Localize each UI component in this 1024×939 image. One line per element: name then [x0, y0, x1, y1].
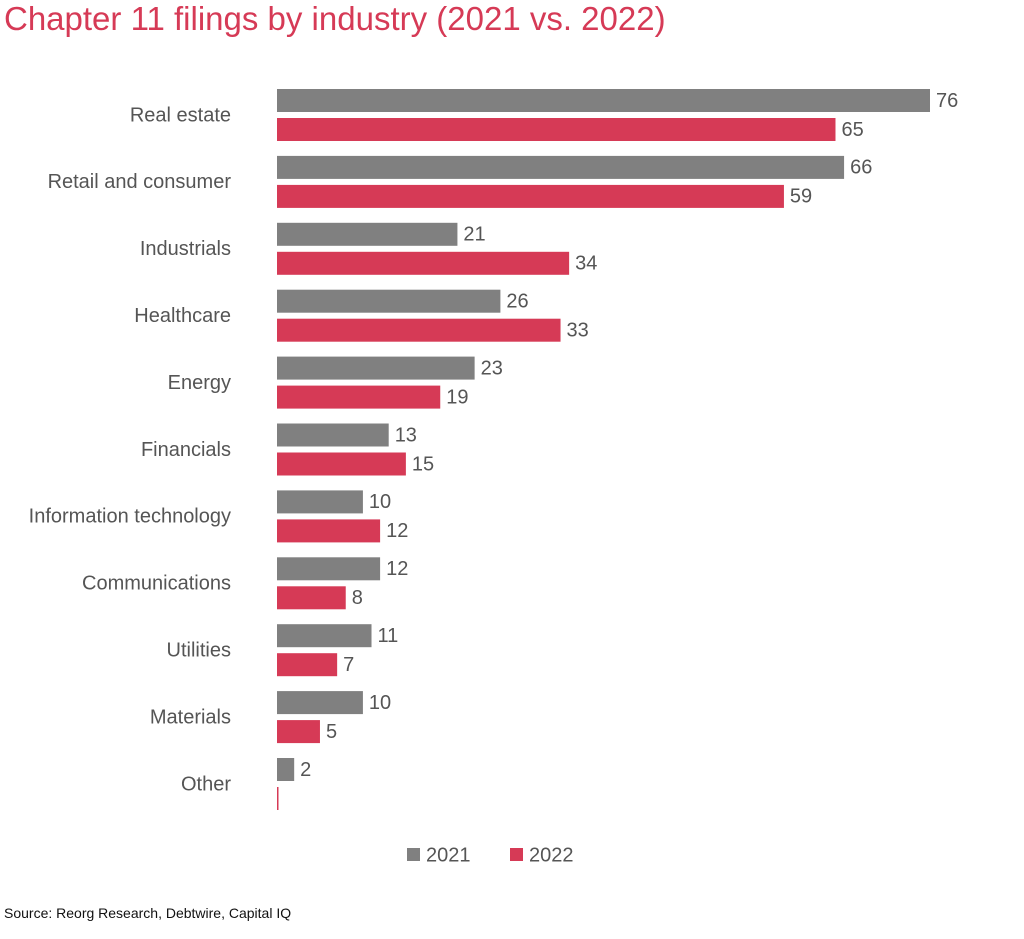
source-note: Source: Reorg Research, Debtwire, Capita… [4, 905, 292, 921]
bar-communications-2022 [277, 586, 346, 610]
category-label-materials: Materials [150, 706, 231, 728]
bar-communications-2021 [277, 557, 381, 581]
bar-materials-2021 [277, 691, 363, 715]
bar-retail-and-consumer-2022 [277, 184, 784, 208]
bar-healthcare-2021 [277, 289, 501, 313]
data-label-industrials-2022: 34 [575, 253, 597, 275]
category-label-other: Other [181, 773, 231, 795]
category-label-industrials: Industrials [140, 238, 231, 260]
bar-information-technology-2022 [277, 519, 381, 543]
bar-utilities-2021 [277, 624, 372, 648]
bar-real-estate-2022 [277, 118, 836, 141]
data-label-real-estate-2021: 76 [936, 90, 958, 112]
data-label-utilities-2022: 7 [343, 654, 354, 676]
category-label-energy: Energy [168, 372, 231, 394]
category-labels: Real estate Retail and consumer Industrial… [29, 104, 232, 795]
data-label-financials-2021: 13 [395, 424, 417, 446]
category-label-healthcare: Healthcare [134, 305, 231, 327]
category-label-communications: Communications [82, 573, 231, 595]
bar-materials-2022 [277, 720, 320, 744]
data-labels: 76 65 66 59 21 34 26 33 23 19 13 15 10 12 12 8 11 7 10 52 [300, 90, 958, 781]
category-label-retail-and-consumer: Retail and consumer [48, 171, 232, 193]
bar-other-2021 [277, 758, 295, 781]
data-label-communications-2022: 8 [352, 587, 363, 609]
legend-label-2022: 2022 [529, 844, 574, 866]
chart-title: Chapter 11 filings by industry (2021 vs.… [4, 0, 666, 37]
bar-utilities-2022 [277, 653, 338, 677]
data-label-information-technology-2021: 10 [369, 491, 391, 513]
bars [277, 89, 930, 810]
data-label-materials-2022: 5 [326, 721, 337, 743]
data-label-financials-2022: 15 [412, 453, 434, 475]
data-label-retail-and-consumer-2021: 66 [850, 157, 872, 179]
data-label-energy-2021: 23 [481, 357, 503, 379]
data-label-other-2021: 2 [300, 759, 311, 781]
data-label-materials-2021: 10 [369, 692, 391, 714]
category-label-financials: Financials [141, 439, 231, 461]
bar-energy-2022 [277, 385, 441, 409]
bar-other-2022 [277, 787, 279, 810]
data-label-industrials-2021: 21 [463, 224, 485, 246]
bar-information-technology-2021 [277, 490, 363, 514]
legend-label-2021: 2021 [426, 844, 471, 866]
legend-swatch-2022 [510, 848, 523, 861]
category-label-real-estate: Real estate [130, 104, 231, 126]
data-label-communications-2021: 12 [386, 558, 408, 580]
data-label-healthcare-2021: 26 [506, 290, 528, 312]
legend: 2021 2022 [407, 844, 574, 866]
bar-financials-2021 [277, 423, 389, 447]
bar-energy-2021 [277, 356, 475, 380]
bar-industrials-2021 [277, 222, 458, 246]
data-label-information-technology-2022: 12 [386, 520, 408, 542]
data-label-utilities-2021: 11 [378, 625, 399, 647]
bar-retail-and-consumer-2021 [277, 155, 845, 179]
data-label-retail-and-consumer-2022: 59 [790, 186, 812, 208]
data-label-healthcare-2022: 33 [567, 319, 589, 341]
data-label-energy-2022: 19 [446, 386, 468, 408]
category-label-utilities: Utilities [167, 639, 231, 661]
legend-swatch-2021 [407, 848, 420, 861]
bar-healthcare-2022 [277, 318, 561, 342]
data-label-real-estate-2022: 65 [841, 119, 863, 141]
bar-real-estate-2021 [277, 89, 930, 112]
category-label-information-technology: Information technology [29, 506, 231, 528]
bar-industrials-2022 [277, 251, 570, 275]
bar-financials-2022 [277, 452, 406, 476]
